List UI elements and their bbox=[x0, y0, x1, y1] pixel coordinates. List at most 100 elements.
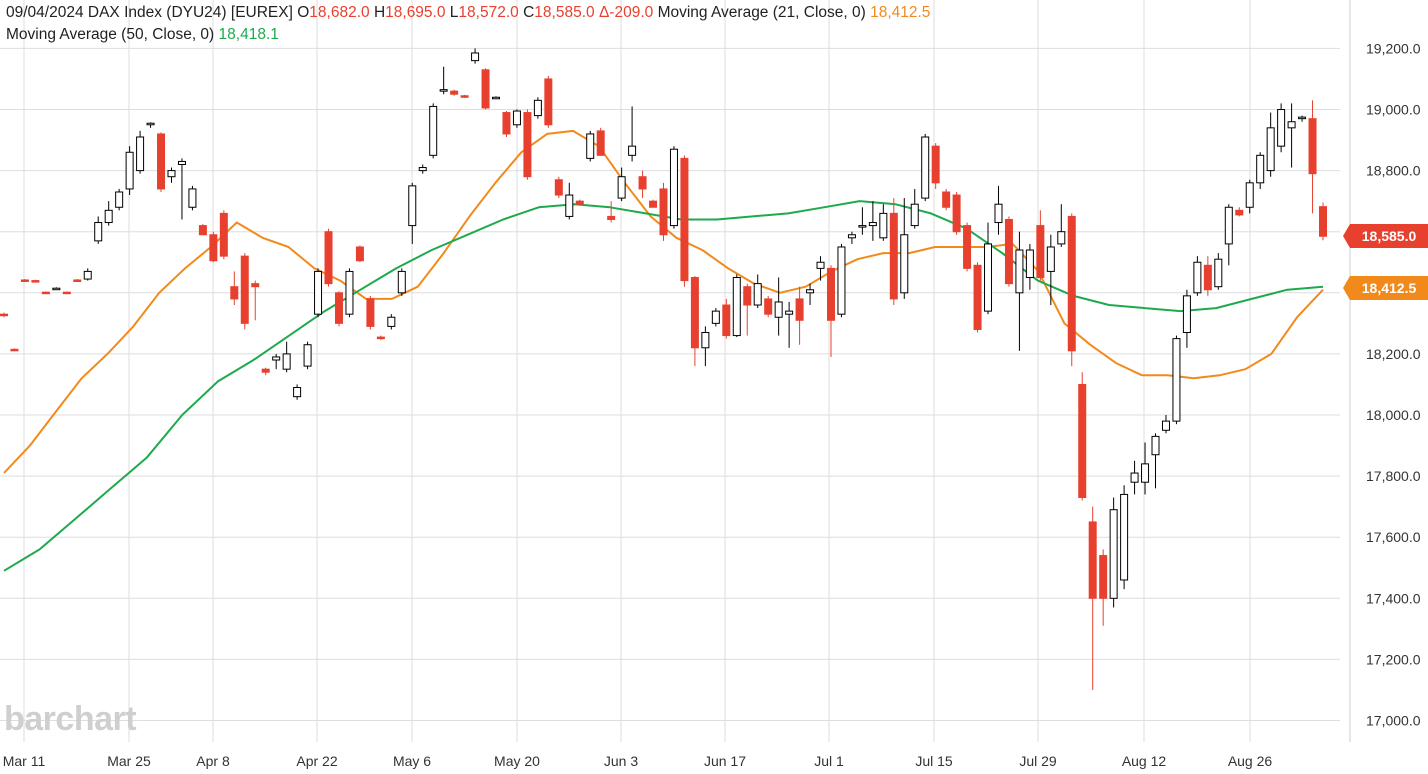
candle-body bbox=[282, 353, 291, 370]
candle bbox=[753, 274, 762, 309]
candle bbox=[1099, 549, 1108, 626]
candle-body bbox=[565, 194, 574, 217]
y-tick-label: 17,400.0 bbox=[1366, 590, 1421, 606]
candle bbox=[722, 298, 731, 339]
candle-body bbox=[795, 298, 804, 321]
candle bbox=[251, 280, 260, 321]
candle bbox=[1203, 256, 1212, 296]
candle bbox=[188, 185, 197, 211]
candle bbox=[764, 295, 773, 318]
candle bbox=[617, 167, 626, 202]
candle-body bbox=[94, 222, 103, 242]
candle bbox=[649, 199, 658, 208]
candle bbox=[167, 167, 176, 183]
candle-body bbox=[1214, 258, 1223, 288]
candle bbox=[575, 199, 584, 205]
candle bbox=[900, 198, 909, 299]
candle-body bbox=[1057, 231, 1066, 245]
high-value: 18,695.0 bbox=[385, 4, 446, 21]
ma21-value: 18,412.5 bbox=[870, 4, 931, 21]
candle-body bbox=[701, 332, 710, 349]
candle-body bbox=[41, 291, 50, 295]
candle bbox=[408, 182, 417, 244]
candle-body bbox=[167, 170, 176, 178]
candle-body bbox=[450, 90, 459, 95]
quote-header-line-2: Moving Average (50, Close, 0) 18,418.1 bbox=[6, 26, 279, 44]
candle-body bbox=[1182, 295, 1191, 334]
candle-body bbox=[83, 270, 92, 280]
candle-body bbox=[785, 310, 794, 315]
candle bbox=[680, 155, 689, 287]
candle bbox=[20, 279, 29, 282]
candle bbox=[219, 210, 228, 260]
candle bbox=[1130, 460, 1139, 495]
ma21-price-tag: 18,412.5 bbox=[1343, 276, 1428, 300]
candle bbox=[963, 222, 972, 272]
open-value: 18,682.0 bbox=[309, 4, 370, 21]
candle bbox=[460, 94, 469, 98]
candle-body bbox=[1046, 246, 1055, 272]
ma21-label: Moving Average (21, Close, 0) bbox=[657, 4, 866, 21]
candle-body bbox=[837, 246, 846, 315]
candle bbox=[1088, 506, 1097, 690]
candle bbox=[83, 268, 92, 281]
quote-header-line-1: 09/04/2024 DAX Index (DYU24) [EUREX] O18… bbox=[6, 4, 930, 22]
candle bbox=[177, 158, 186, 220]
candle bbox=[942, 188, 951, 211]
candle-body bbox=[669, 148, 678, 227]
candle bbox=[984, 222, 993, 315]
candle-body bbox=[607, 215, 616, 220]
candle bbox=[10, 348, 19, 352]
candle-body bbox=[1266, 127, 1275, 172]
candle bbox=[690, 275, 699, 367]
open-prefix: O bbox=[297, 4, 310, 21]
candle bbox=[334, 291, 343, 327]
candle bbox=[1141, 442, 1150, 495]
candle-body bbox=[387, 316, 396, 327]
candle-body bbox=[408, 185, 417, 227]
x-tick-label: Apr 22 bbox=[296, 753, 337, 769]
candle-body bbox=[198, 225, 207, 236]
candle bbox=[355, 245, 364, 263]
candle bbox=[1036, 210, 1045, 281]
candle bbox=[115, 188, 124, 211]
high-prefix: H bbox=[373, 4, 386, 21]
candle-body bbox=[20, 279, 29, 282]
candle bbox=[1161, 415, 1170, 434]
candlestick-series bbox=[0, 48, 1327, 690]
candle bbox=[868, 201, 877, 241]
barchart-logo: barchart bbox=[4, 700, 137, 738]
candle bbox=[774, 277, 783, 336]
ma21-line bbox=[3, 129, 1324, 474]
candle-body bbox=[942, 191, 951, 208]
candle bbox=[816, 256, 825, 281]
candle-body bbox=[10, 348, 19, 352]
candle-body bbox=[1004, 218, 1013, 285]
candle bbox=[607, 201, 616, 223]
candle-body bbox=[638, 176, 647, 190]
y-tick-label: 18,000.0 bbox=[1366, 407, 1421, 423]
candle bbox=[282, 341, 291, 373]
candle-body bbox=[722, 304, 731, 337]
candle-body bbox=[659, 188, 668, 236]
candle-body bbox=[973, 264, 982, 330]
y-axis: 17,000.0 17,200.0 17,400.0 17,600.0 17,800.0… bbox=[1366, 40, 1421, 728]
candle bbox=[136, 130, 145, 174]
candle-body bbox=[1235, 209, 1244, 216]
candle bbox=[826, 265, 835, 357]
candle-body bbox=[1277, 109, 1286, 147]
candle bbox=[366, 295, 375, 330]
candle-body bbox=[879, 212, 888, 239]
candle bbox=[492, 96, 501, 100]
candle-body bbox=[1224, 206, 1233, 245]
candle bbox=[31, 279, 40, 283]
candle bbox=[1308, 100, 1317, 214]
candle bbox=[512, 109, 521, 128]
candle-body bbox=[963, 225, 972, 269]
candle-body bbox=[1193, 261, 1202, 294]
candle bbox=[1319, 202, 1327, 241]
y-tick-label: 17,600.0 bbox=[1366, 529, 1421, 545]
x-tick-label: Jul 1 bbox=[814, 753, 844, 769]
y-tick-label: 19,000.0 bbox=[1366, 102, 1421, 118]
